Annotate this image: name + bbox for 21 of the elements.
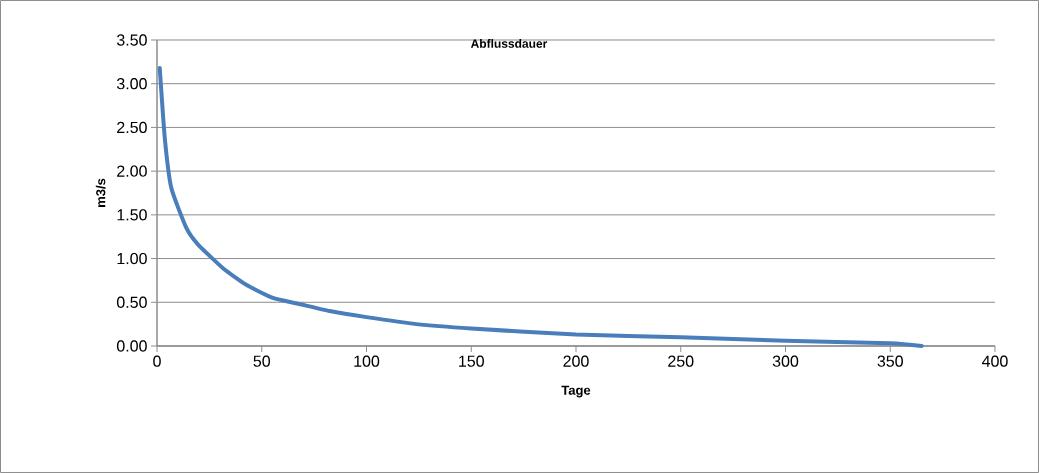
x-tick-label: 150	[459, 355, 484, 367]
x-tick-label: 400	[982, 355, 1008, 367]
x-tick-label: 50	[253, 355, 271, 367]
x-axis-title: Tage	[561, 385, 591, 398]
y-tick-label: 0.00	[116, 340, 147, 352]
x-tick-label: 200	[563, 355, 589, 367]
x-tick-label: 100	[354, 355, 380, 367]
x-tick-label: 0	[153, 355, 161, 367]
y-tick-label: 1.50	[117, 209, 147, 221]
line-series	[157, 65, 924, 348]
y-axis-title: m3/s	[95, 178, 106, 207]
y-tick-label: 3.00	[116, 78, 147, 90]
y-tick-label: 0.50	[116, 296, 147, 308]
x-tick-label: 250	[668, 355, 694, 367]
y-tick-label: 2.00	[117, 165, 147, 177]
y-tick-label: 3.50	[116, 34, 147, 46]
x-tick-label: 300	[772, 355, 799, 367]
chart-title: Abflussdauer	[470, 39, 548, 48]
y-tick-label: 1.00	[117, 252, 147, 265]
y-tick-label: 2.50	[117, 121, 147, 134]
x-tick-label: 350	[877, 355, 903, 367]
